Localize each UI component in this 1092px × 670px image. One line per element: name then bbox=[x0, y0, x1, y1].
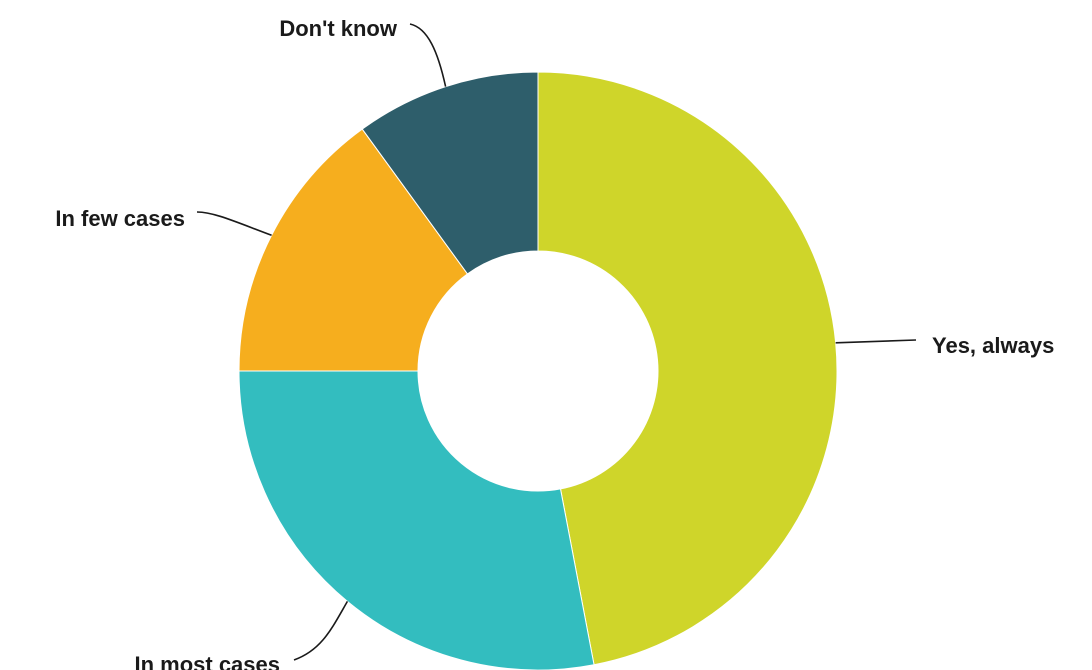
leaders-layer bbox=[196, 23, 917, 661]
slice-in-few-cases bbox=[238, 128, 469, 372]
leader-line-in-few-cases bbox=[196, 211, 272, 237]
slice-label-yes-always: Yes, always bbox=[932, 333, 1054, 358]
slice-label-don-t-know: Don't know bbox=[279, 16, 398, 41]
leader-line-don-t-know bbox=[409, 23, 447, 87]
slices-layer bbox=[238, 71, 838, 670]
labels-layer: Yes, always In most cases In few cases Don'… bbox=[55, 16, 1054, 670]
leader-line-yes-always bbox=[835, 339, 917, 344]
slice-yes-always bbox=[537, 71, 838, 666]
slice-label-in-few-cases: In few cases bbox=[55, 206, 185, 231]
leader-line-in-most-cases bbox=[293, 600, 349, 661]
slice-label-in-most-cases: In most cases bbox=[134, 652, 280, 670]
slice-in-most-cases bbox=[238, 370, 595, 670]
slice-don-t-know bbox=[361, 71, 539, 275]
